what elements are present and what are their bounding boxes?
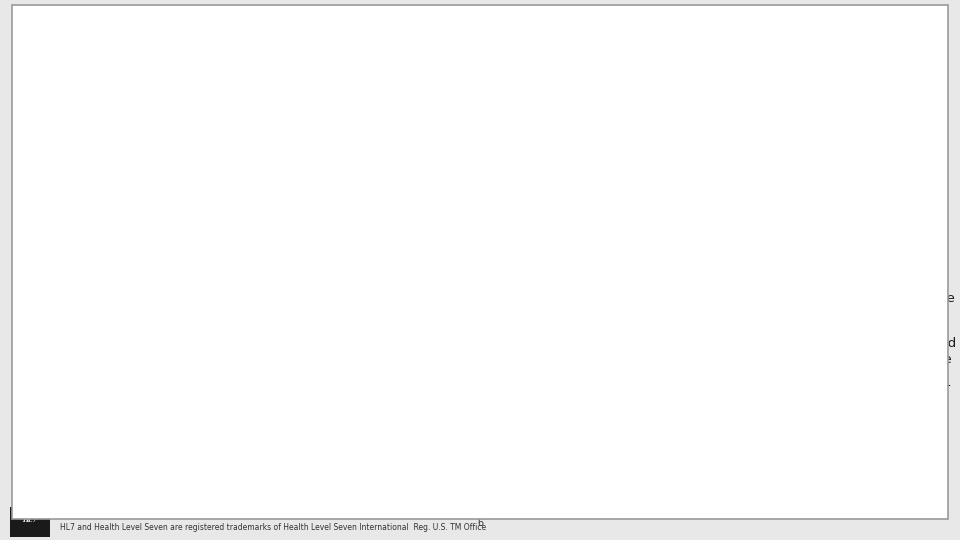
Text: In March she got a terrible cold with a cough that would not stop.  On March 10t: In March she got a terrible cold with a … [176,292,954,321]
Text: 6.: 6. [150,427,162,440]
Text: 2.: 2. [150,247,162,260]
FancyBboxPatch shape [10,507,50,537]
Text: 5.: 5. [150,382,162,395]
Text: 4.: 4. [150,337,162,350]
FancyBboxPatch shape [749,30,926,151]
Text: On October 5th she had her annual exam. She got her flu shot (as she does each y: On October 5th she had her annual exam. … [176,382,950,411]
Text: 3.: 3. [150,292,162,305]
Text: HL7: HL7 [780,55,877,97]
Text: It was quite a year for Mrs. Smith.  She spent New Years Eve in the hospital aft: It was quite a year for Mrs. Smith. She … [176,202,888,232]
Text: INTERNATIONAL: INTERNATIONAL [803,127,873,136]
Text: 1.: 1. [150,202,162,215]
Text: Encounter Summary Documents vs
Patient Summary Documents: Encounter Summary Documents vs Patient S… [150,109,750,171]
Text: On June 17th she hurt her back working in the garden.  She got a referral to see: On June 17th she hurt her back working i… [176,337,956,383]
Text: She had a follow-up visit with her PCP Dr. Jones on January 5th. He performed a : She had a follow-up visit with her PCP D… [176,247,938,276]
Text: She had her mammogram on November 30th and it was normal.: She had her mammogram on November 30th a… [176,427,608,440]
Text: 6: 6 [477,517,483,528]
Text: HL7: HL7 [22,518,37,523]
Text: © 2011 Health Level Seven ® International  All Rights Reserved
HL7 and Health Le: © 2011 Health Level Seven ® Internationa… [60,510,486,532]
